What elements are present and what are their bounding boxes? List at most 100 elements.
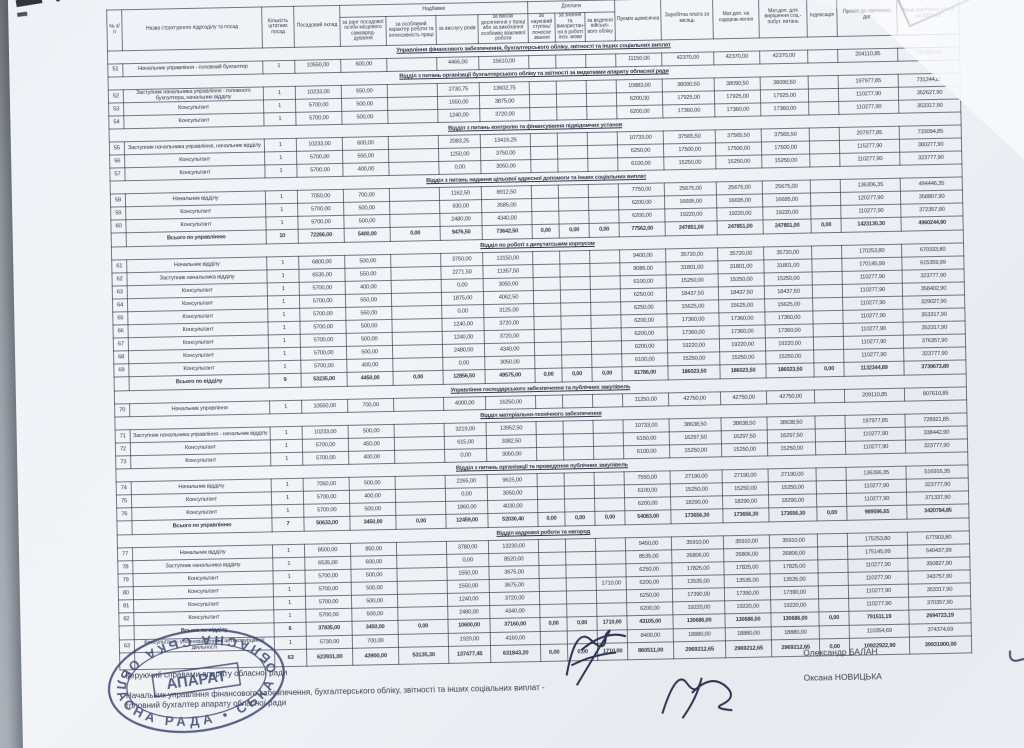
table-cell: 4960244,90 (901, 215, 964, 232)
table-cell: 19220,00 (765, 336, 814, 351)
table-cell: 1 (262, 59, 295, 74)
table-cell: 7 (271, 517, 305, 532)
table-cell: 1162,50 (439, 186, 482, 201)
table-cell: 3050,00 (483, 277, 534, 292)
table-cell (387, 109, 438, 124)
table-cell: 37565,50 (761, 127, 810, 142)
table-cell (587, 131, 618, 146)
table-cell: 13535,00 (724, 573, 771, 588)
table-cell: 186023,50 (667, 364, 721, 380)
table-cell (589, 262, 621, 277)
table-cell: 11357,50 (482, 264, 534, 279)
table-cell (560, 302, 591, 316)
table-cell: 38090,50 (760, 75, 809, 90)
table-cell: 56 (109, 154, 125, 168)
table-cell: 1 (271, 478, 304, 492)
column-header: Премія щомісячна (614, 0, 662, 41)
table-cell: 1550,00 (447, 579, 490, 594)
table-cell: 2480,00 (442, 343, 485, 358)
table-cell: 197977,85 (844, 414, 906, 429)
table-cell: 173656,30 (768, 506, 818, 522)
table-cell: 500,00 (343, 201, 390, 216)
table-cell: 0,00 (813, 362, 845, 377)
table-cell: 6100,00 (623, 444, 670, 459)
table-cell: 13952,50 (486, 421, 537, 436)
table-cell: 7050,00 (297, 189, 344, 204)
table-cell: 25675,00 (664, 181, 717, 196)
table-cell: 1710,00 (596, 576, 627, 591)
table-cell: 110277,90 (845, 427, 906, 442)
table-cell: 1240,00 (447, 592, 490, 607)
table-cell: 26806,00 (723, 547, 770, 562)
table-cell (389, 187, 440, 202)
table-cell (392, 344, 443, 359)
table-cell: 2083,25 (438, 134, 481, 149)
table-cell: 136396,35 (846, 466, 907, 481)
table-cell: 3720,00 (479, 107, 531, 122)
table-cell (558, 184, 589, 198)
table-cell: 17360,00 (714, 102, 761, 117)
table-cell (392, 331, 443, 346)
table-cell: 15625,00 (718, 298, 765, 313)
table-cell (391, 305, 442, 320)
table-cell (565, 551, 596, 565)
table-cell: 54 (108, 115, 125, 129)
table-cell: 15250,00 (715, 154, 763, 169)
table-cell: 10233,00 (295, 84, 342, 100)
column-header: Назва структурного підрозділу та посад (121, 6, 263, 51)
table-cell: 64 (112, 298, 128, 312)
table-cell: 6100,00 (624, 483, 671, 498)
table-cell: 247851,00 (665, 220, 718, 236)
table-cell (586, 92, 617, 107)
table-cell: 516916,35 (906, 464, 969, 480)
table-cell: 6250,00 (620, 287, 667, 302)
table-cell: 376357,90 (903, 333, 966, 349)
column-header: Фонд заробітної плати на 2023 рік (896, 0, 960, 35)
table-cell: 110277,90 (838, 100, 899, 115)
table-cell: 0,00 (589, 222, 620, 238)
table-cell: 1 (267, 295, 300, 309)
table-cell (817, 546, 848, 560)
table-cell: 61786,00 (621, 365, 669, 381)
table-cell: 27190,00 (768, 467, 817, 482)
table-cell: 1 (265, 203, 298, 217)
table-cell: 31801,00 (665, 260, 719, 275)
table-cell (816, 480, 847, 494)
table-cell (594, 471, 625, 486)
table-cell (533, 276, 561, 291)
table-cell (389, 213, 441, 228)
table-cell: 6200,00 (621, 326, 668, 341)
table-cell (817, 533, 848, 547)
table-cell: 17360,00 (760, 101, 809, 116)
table-cell (561, 328, 592, 342)
table-cell: 110277,90 (839, 152, 900, 167)
table-cell (558, 197, 589, 211)
table-cell (818, 572, 849, 586)
table-cell (396, 541, 447, 556)
table-cell: 989596,65 (846, 505, 908, 521)
table-cell: 37565,50 (663, 129, 716, 144)
table-cell: 3675,00 (488, 565, 540, 580)
column-header: Кількість штатних посад (261, 6, 295, 48)
table-cell: 52 (108, 89, 124, 103)
table-cell: 175145,99 (847, 545, 908, 560)
table-cell: 13535,00 (770, 572, 819, 587)
table-cell: 1 (263, 99, 296, 113)
table-cell (530, 158, 559, 173)
table-cell: 78 (117, 560, 133, 574)
table-cell (386, 56, 437, 71)
table-cell: 186023,50 (765, 362, 815, 378)
table-cell: 9450,00 (625, 536, 672, 551)
table-cell: 1 (264, 164, 298, 178)
table-cell: 0,00 (559, 223, 590, 238)
table-cell: 175253,80 (847, 532, 908, 547)
table-cell: 136306,35 (840, 178, 901, 193)
table-cell: 16695,00 (664, 194, 717, 209)
table-cell: 400,00 (349, 489, 396, 504)
table-cell: 494446,35 (900, 176, 963, 192)
table-cell: 110277,90 (845, 440, 906, 455)
table-cell: 110277,90 (843, 335, 904, 350)
table-cell (807, 48, 838, 63)
table-cell: 358807,90 (900, 189, 963, 205)
